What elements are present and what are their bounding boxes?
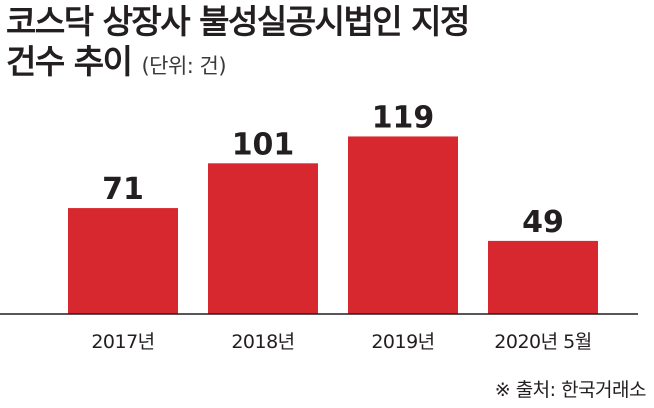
bar (68, 208, 178, 314)
chart-title-line2: 건수 추이 (6, 42, 133, 81)
bar (208, 163, 318, 314)
x-tick-label: 2019년 (371, 331, 434, 353)
chart-title-line1: 코스닥 상장사 불성실공시법인 지정 (6, 2, 470, 41)
x-tick-label: 2020년 5월 (494, 331, 591, 353)
data-label: 71 (102, 172, 144, 207)
x-tick-label: 2017년 (91, 331, 154, 353)
data-label: 49 (522, 205, 564, 240)
source-note: ※ 출처: 한국거래소 (494, 379, 647, 401)
bar (488, 240, 598, 314)
bar (348, 136, 458, 314)
unit-label: (단위: 건) (141, 54, 227, 78)
data-label: 119 (372, 100, 435, 135)
x-tick-label: 2018년 (231, 331, 294, 353)
data-label: 101 (232, 127, 295, 162)
chart-title: 코스닥 상장사 불성실공시법인 지정 건수 추이 (단위: 건) (6, 2, 470, 86)
